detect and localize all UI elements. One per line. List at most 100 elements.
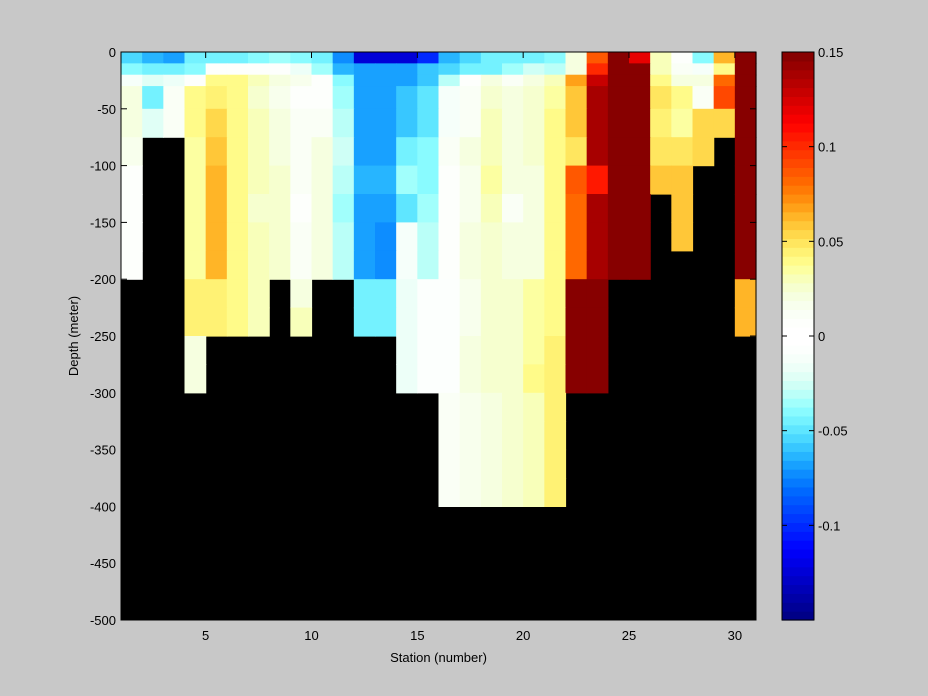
- heatmap-cell: [438, 421, 461, 451]
- heatmap-cell: [629, 165, 651, 195]
- heatmap-cell: [586, 307, 609, 337]
- heatmap-cell: [459, 222, 482, 252]
- heatmap-cell: [586, 194, 609, 223]
- colorbar-swatch: [782, 202, 814, 213]
- heatmap-cell: [459, 63, 482, 76]
- heatmap-cell: [375, 86, 397, 110]
- heatmap-cell: [184, 279, 207, 309]
- heatmap-cell: [607, 165, 630, 195]
- heatmap-cell: [269, 165, 291, 195]
- heatmap-cell: [396, 108, 418, 138]
- heatmap-cell: [586, 222, 609, 252]
- heatmap-cell: [502, 279, 524, 309]
- colorbar-swatch: [782, 123, 814, 133]
- heatmap-cell: [438, 449, 461, 479]
- colorbar-swatch: [782, 344, 814, 355]
- colorbar-swatch: [782, 300, 814, 310]
- heatmap-cell: [523, 279, 545, 309]
- colorbar: [782, 52, 814, 621]
- heatmap-cell: [290, 52, 313, 64]
- heatmap-cell: [438, 52, 461, 64]
- heatmap-cell: [459, 279, 482, 309]
- heatmap-cell: [544, 194, 567, 223]
- colorbar-swatch: [782, 220, 814, 231]
- heatmap-cell: [671, 52, 694, 64]
- heatmap-cell: [523, 63, 545, 76]
- colorbar-swatch: [782, 87, 814, 97]
- heatmap-cell: [142, 86, 164, 110]
- heatmap-cell: [502, 86, 524, 110]
- heatmap-cell: [417, 165, 440, 195]
- heatmap-cell: [692, 108, 715, 138]
- heatmap-cell: [607, 194, 630, 223]
- colorbar-swatch: [782, 504, 814, 515]
- heatmap-cell: [480, 137, 503, 167]
- heatmap-cell: [502, 421, 524, 451]
- heatmap-cell: [502, 63, 524, 76]
- heatmap-cell: [417, 194, 440, 223]
- colorbar-swatch: [782, 451, 814, 461]
- heatmap-cell: [523, 478, 545, 507]
- colorbar-swatch: [782, 522, 814, 532]
- heatmap-cell: [734, 108, 757, 138]
- heatmap-cell: [269, 63, 291, 76]
- heatmap-cell: [713, 108, 736, 138]
- y-axis-ticks: 0 -50 -100 -150 -200 -250 -300 -350 -400 -450 -500: [90, 45, 756, 628]
- heatmap-cell: [248, 165, 270, 195]
- heatmap-cell: [375, 165, 397, 195]
- heatmap-cell: [205, 86, 228, 110]
- heatmap-cell: [650, 137, 672, 167]
- heatmap-cell: [565, 250, 588, 280]
- heatmap-cell: [396, 86, 418, 110]
- heatmap-cell: [438, 392, 461, 422]
- heatmap-cell: [650, 52, 672, 64]
- heatmap-cell: [565, 52, 588, 64]
- heatmap-cell: [523, 392, 545, 422]
- heatmap-cell: [332, 52, 355, 64]
- heatmap-cell: [565, 279, 588, 309]
- heatmap-cell: [163, 74, 186, 87]
- heatmap-cell: [396, 250, 418, 280]
- heatmap-cell: [502, 307, 524, 337]
- heatmap-cell: [502, 336, 524, 365]
- heatmap-cell: [692, 74, 715, 87]
- heatmap-cell: [353, 137, 376, 167]
- colorbar-swatch: [782, 407, 814, 417]
- heatmap-cell: [396, 74, 418, 87]
- heatmap-cell: [480, 336, 503, 365]
- heatmap-cell: [523, 250, 545, 280]
- heatmap-cell: [544, 108, 567, 138]
- colorbar-swatch: [782, 158, 814, 168]
- heatmap-cell: [480, 364, 503, 394]
- colorbar-swatch: [782, 185, 814, 195]
- heatmap-cell: [459, 165, 482, 195]
- heatmap-cell: [163, 52, 186, 64]
- heatmap-cell: [396, 137, 418, 167]
- colorbar-swatch: [782, 327, 814, 337]
- y-tick-label: -200: [90, 272, 116, 287]
- heatmap-cell: [438, 279, 461, 309]
- heatmap-cell: [565, 364, 588, 394]
- colorbar-swatch: [782, 371, 814, 381]
- heatmap-cell: [184, 222, 207, 252]
- colorbar-swatch: [782, 318, 814, 328]
- heatmap-cell: [586, 250, 609, 280]
- heatmap-cell: [311, 250, 334, 280]
- heatmap-cell: [586, 165, 609, 195]
- colorbar-swatch: [782, 424, 814, 435]
- heatmap-cell: [544, 86, 567, 110]
- heatmap-cell: [417, 52, 440, 64]
- heatmap-cell: [375, 52, 397, 64]
- heatmap-cell: [565, 137, 588, 167]
- colorbar-swatch: [782, 69, 814, 80]
- heatmap-cell: [269, 222, 291, 252]
- colorbar-swatch: [782, 194, 814, 204]
- heatmap-cell: [565, 63, 588, 76]
- heatmap-cell: [396, 364, 418, 394]
- x-tick-label: 20: [516, 628, 530, 643]
- heatmap-cell: [205, 194, 228, 223]
- x-axis-ticks: 5 10 15 20 25 30: [202, 52, 742, 643]
- heatmap-cell: [121, 63, 143, 76]
- heatmap-cell: [417, 137, 440, 167]
- heatmap-cell: [480, 52, 503, 64]
